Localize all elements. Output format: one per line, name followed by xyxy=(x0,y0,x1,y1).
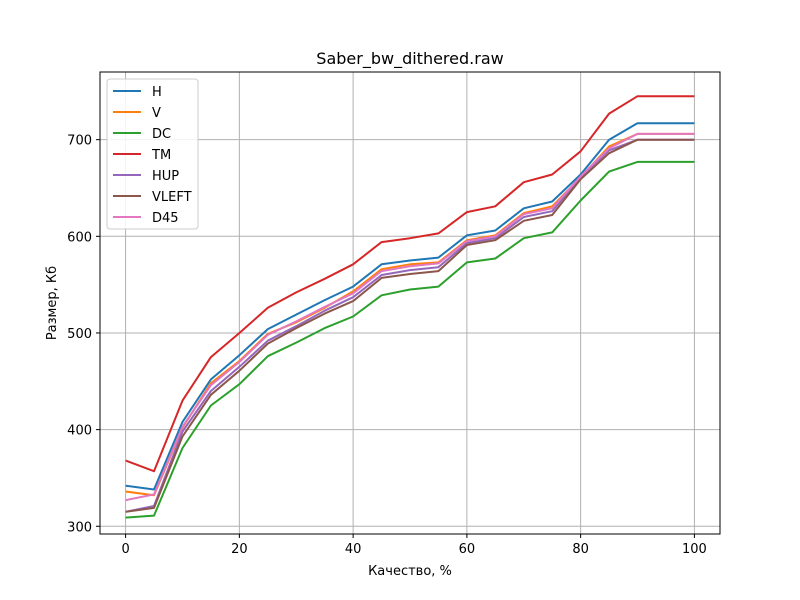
series-line-tm xyxy=(125,95,695,473)
legend-label-vleft: VLEFT xyxy=(152,190,192,205)
legend-box xyxy=(106,78,199,230)
x-tick-label: 40 xyxy=(345,542,362,557)
series-lines xyxy=(125,95,695,519)
x-tick-label: 0 xyxy=(121,542,129,557)
grid xyxy=(100,72,720,534)
legend: HV DC TM HUP VLEFT D45 xyxy=(106,78,199,230)
plot-frame xyxy=(99,71,721,535)
x-tick-label: 100 xyxy=(682,542,707,557)
y-tick-label: 700 xyxy=(67,134,92,149)
x-tick-label: 60 xyxy=(459,542,476,557)
chart-title: Saber_bw_dithered.raw xyxy=(316,49,503,69)
legend-label-hup: HUP xyxy=(152,169,179,184)
axis-ticks: 0 20 40 60 80 100 300 400 500 600 700 xyxy=(67,134,707,557)
y-tick-label: 600 xyxy=(67,230,92,245)
y-axis-label: Размер, Кб xyxy=(45,266,60,340)
y-tick-label: 500 xyxy=(67,327,92,342)
x-tick-label: 80 xyxy=(572,542,589,557)
legend-label-d45: D45 xyxy=(152,211,179,226)
legend-label-dc: DC xyxy=(152,127,171,142)
legend-label-h: H xyxy=(152,85,162,100)
legend-label-v: V xyxy=(152,106,161,121)
series-line-hup xyxy=(125,138,695,513)
legend-label-tm: TM xyxy=(151,148,171,163)
x-axis-label: Качество, % xyxy=(368,564,452,579)
series-line-dc xyxy=(125,160,695,519)
series-line-vleft xyxy=(125,138,695,513)
series-line-h xyxy=(125,122,695,491)
series-line-d45 xyxy=(125,132,695,502)
y-tick-label: 400 xyxy=(67,424,92,439)
x-tick-label: 20 xyxy=(231,542,248,557)
y-tick-label: 300 xyxy=(67,520,92,535)
